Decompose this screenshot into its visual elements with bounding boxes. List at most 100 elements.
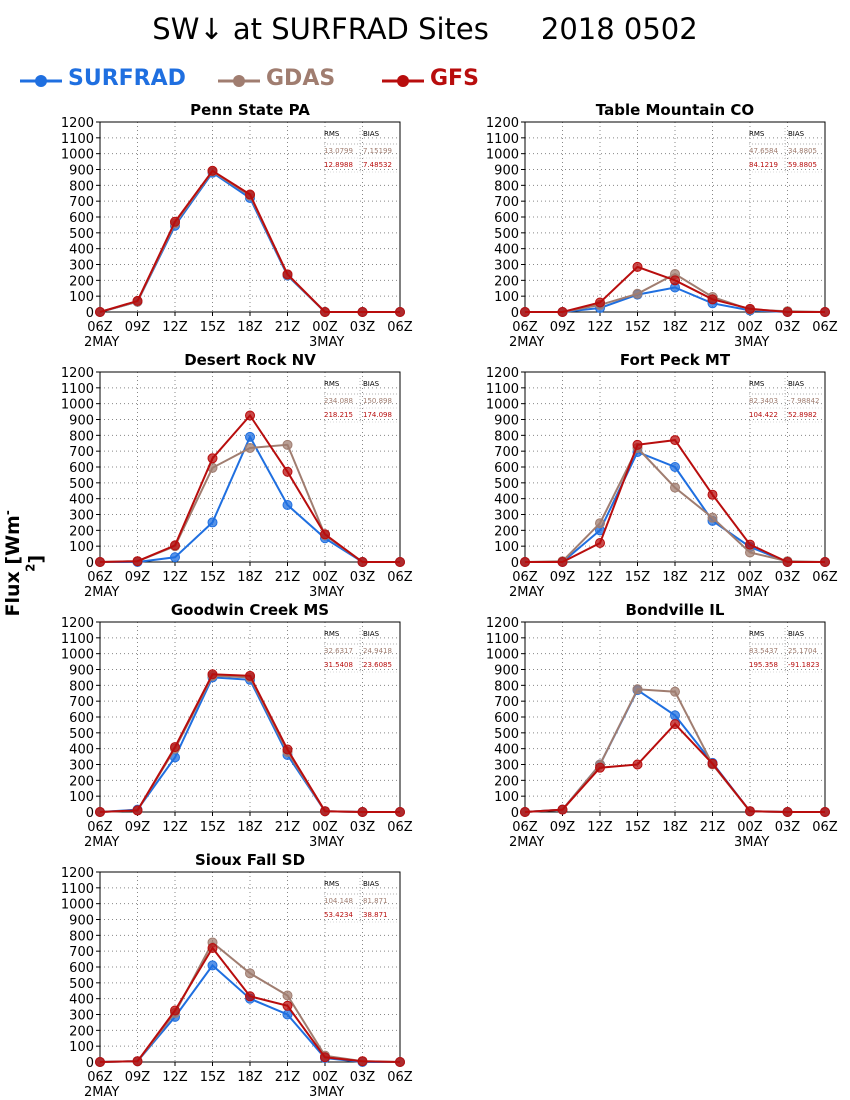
x-tick-label: 00Z (312, 320, 338, 335)
y-tick-label: 100 (494, 540, 519, 555)
y-tick-label: 200 (69, 774, 94, 789)
x-tick-label: 12Z (162, 320, 188, 335)
y-tick-label: 400 (69, 993, 94, 1008)
x-tick-label: 03Z (350, 1070, 376, 1085)
data-point-surfrad (207, 960, 218, 971)
x-tick-label: 18Z (237, 570, 263, 585)
y-tick-label: 300 (494, 259, 519, 274)
data-point-gdas (632, 288, 643, 299)
data-point-gfs (357, 807, 368, 817)
date-label: 3MAY (734, 835, 769, 850)
y-tick-label: 1200 (486, 116, 519, 131)
legend-marker-gdas (218, 75, 260, 87)
data-point-gfs (395, 807, 405, 817)
date-label: 3MAY (734, 585, 769, 600)
data-point-gfs (595, 538, 605, 548)
y-tick-label: 900 (69, 164, 94, 179)
x-tick-label: 18Z (662, 320, 688, 335)
y-tick-label: 0 (511, 556, 519, 571)
y-tick-label: 1200 (61, 866, 94, 881)
data-point-gfs (820, 307, 830, 317)
stats-header-rms: RMS (324, 880, 340, 888)
series-line-gdas (99, 674, 400, 813)
x-tick-label: 06Z (387, 1070, 413, 1085)
stats-rms-value: 12.8988 (324, 161, 353, 169)
stats-rms-value: 83.5437 (749, 647, 778, 655)
stats-rms-value: 104.148 (324, 897, 353, 905)
x-tick-label: 06Z (812, 820, 838, 835)
data-point-gfs (357, 1056, 368, 1067)
data-point-gfs (395, 307, 405, 317)
y-tick-label: 700 (494, 195, 519, 210)
stats-bias-value: 34.8805 (788, 147, 817, 155)
chart-title: Table Mountain CO (596, 101, 754, 119)
y-tick-label: 100 (69, 540, 94, 555)
stats-header-rms: RMS (324, 380, 340, 388)
y-tick-label: 1200 (61, 116, 94, 131)
stats-header-bias: BIAS (363, 880, 380, 888)
y-tick-label: 1000 (486, 398, 519, 413)
data-point-gfs (132, 805, 143, 816)
x-tick-label: 00Z (737, 320, 763, 335)
y-tick-label: 400 (69, 493, 94, 508)
y-tick-label: 900 (494, 164, 519, 179)
chart-panel: Desert Rock NV 01002003004005006007008009… (61, 351, 413, 600)
x-tick-label: 00Z (312, 570, 338, 585)
x-tick-label: 06Z (387, 570, 413, 585)
data-point-gfs (170, 742, 180, 753)
data-point-gfs (520, 557, 530, 567)
title-text: SW↓ at SURFRAD Sites (152, 12, 489, 46)
data-point-gfs (707, 294, 718, 305)
stats-rms-value: 32.6317 (324, 647, 353, 655)
x-tick-label: 03Z (775, 320, 801, 335)
data-point-gfs (782, 557, 793, 567)
x-tick-label: 06Z (87, 320, 113, 335)
x-tick-label: 03Z (775, 570, 801, 585)
data-point-gfs (395, 1057, 405, 1067)
x-tick-label: 03Z (350, 320, 376, 335)
data-point-gfs (207, 453, 218, 464)
date-label: 2MAY (509, 835, 544, 850)
data-point-gfs (670, 275, 680, 286)
y-tick-label: 900 (494, 414, 519, 429)
x-tick-label: 15Z (625, 320, 651, 335)
y-tick-label: 1000 (486, 148, 519, 163)
stats-bias-value: -91.1823 (788, 661, 819, 669)
y-tick-label: 200 (69, 1024, 94, 1039)
data-point-gfs (95, 307, 105, 317)
stats-header-rms: RMS (749, 380, 765, 388)
x-tick-label: 09Z (550, 820, 576, 835)
x-tick-label: 00Z (312, 1070, 338, 1085)
data-point-gdas (670, 482, 680, 493)
date-label: 3MAY (309, 835, 344, 850)
data-point-gfs (282, 1000, 293, 1011)
data-point-gfs (595, 297, 605, 308)
x-tick-label: 06Z (387, 320, 413, 335)
y-tick-label: 0 (511, 306, 519, 321)
y-tick-label: 200 (69, 524, 94, 539)
chart-panel: Table Mountain CO01002003004005006007008… (486, 101, 838, 350)
x-tick-label: 15Z (200, 1070, 226, 1085)
data-point-gdas (245, 443, 255, 453)
y-tick-label: 300 (69, 1009, 94, 1024)
chart-panel: Goodwin Creek MS 010020030040050060070080… (61, 601, 413, 850)
data-point-gfs (245, 189, 255, 200)
data-point-gfs (707, 758, 718, 769)
data-point-gfs (245, 991, 255, 1002)
data-point-gfs (132, 1056, 143, 1067)
y-tick-label: 600 (69, 711, 94, 726)
x-tick-label: 21Z (275, 1070, 301, 1085)
x-tick-label: 03Z (350, 820, 376, 835)
data-point-surfrad (170, 552, 180, 563)
data-point-gfs (520, 807, 530, 817)
y-tick-label: 500 (69, 477, 94, 492)
x-tick-label: 21Z (700, 820, 726, 835)
data-point-gfs (95, 1057, 105, 1067)
y-tick-label: 1200 (486, 366, 519, 381)
data-point-gfs (132, 556, 143, 567)
x-tick-label: 09Z (125, 320, 151, 335)
y-tick-label: 1000 (61, 898, 94, 913)
stats-bias-value: 38.871 (363, 911, 388, 919)
chart-panel: Fort Peck MT 0100200300400500600700800900… (486, 351, 838, 600)
chart-title: Sioux Fall SD (195, 851, 305, 869)
